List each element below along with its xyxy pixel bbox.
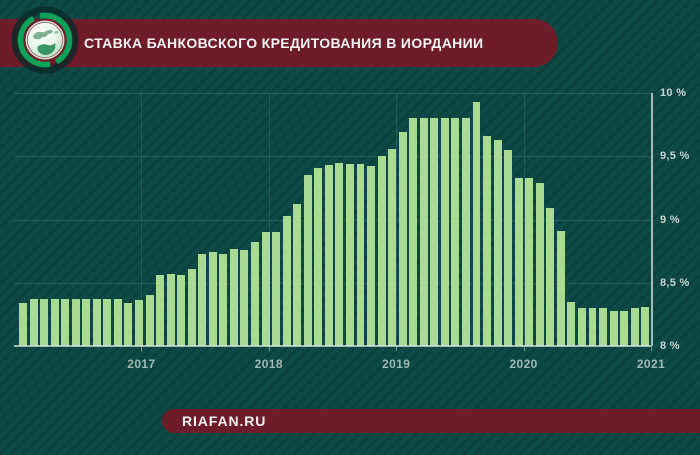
- gridline-v: [396, 93, 398, 346]
- bar-chart: 10 % 9,5 % 9 % 8,5 % 8 % 2017 2018 2019 2020 202…: [14, 87, 689, 371]
- header-banner: СТАВКА БАНКОВСКОГО КРЕДИТОВАНИЯ В ИОРДАН…: [0, 19, 558, 67]
- bar: [388, 148, 397, 346]
- x-tick-mark: [651, 346, 652, 351]
- bar: [40, 299, 49, 346]
- bar: [198, 253, 207, 346]
- bar: [324, 165, 333, 346]
- bar: [504, 149, 513, 346]
- bar: [356, 163, 365, 346]
- bar: [440, 118, 449, 346]
- bar: [103, 299, 112, 346]
- bar: [430, 118, 439, 346]
- bar: [525, 177, 534, 346]
- bar: [293, 204, 302, 346]
- bar: [461, 118, 470, 346]
- bar: [367, 166, 375, 346]
- bar: [219, 253, 228, 346]
- bar: [472, 101, 481, 346]
- x-tick-label: 2017: [127, 357, 156, 371]
- y-tick-label: 10 %: [660, 87, 687, 99]
- bar: [303, 175, 312, 346]
- bar: [251, 242, 259, 346]
- bar: [641, 306, 650, 346]
- bar: [630, 308, 639, 346]
- bar: [493, 139, 502, 346]
- bar: [546, 208, 555, 346]
- bar: [166, 273, 175, 346]
- bar: [535, 182, 544, 346]
- riafan-logo: [11, 6, 79, 74]
- x-axis-line: [14, 345, 651, 347]
- bar: [483, 136, 492, 346]
- y-tick-label: 9,5 %: [660, 150, 690, 163]
- bar: [113, 299, 122, 346]
- x-tick-label: 2018: [254, 357, 283, 371]
- bar: [229, 248, 238, 346]
- bar: [145, 295, 154, 346]
- bar: [261, 232, 270, 346]
- gridline-v: [523, 93, 525, 346]
- x-tick-mark: [396, 346, 398, 351]
- bar: [82, 299, 91, 346]
- x-tick-label: 2019: [382, 357, 411, 371]
- bar: [61, 299, 70, 346]
- bars: [14, 93, 651, 346]
- bar: [419, 118, 428, 346]
- y-tick-label: 8 %: [660, 340, 680, 352]
- x-tick-mark: [268, 346, 270, 351]
- globe-icon: [11, 6, 79, 74]
- bar: [240, 249, 249, 346]
- y-tick-label: 9 %: [660, 213, 680, 226]
- bar: [156, 275, 165, 346]
- gridline-v: [268, 93, 270, 346]
- bar: [577, 308, 586, 346]
- bar: [272, 232, 281, 346]
- bar: [409, 118, 418, 346]
- x-tick-mark: [141, 346, 143, 351]
- page-title: СТАВКА БАНКОВСКОГО КРЕДИТОВАНИЯ В ИОРДАН…: [84, 35, 484, 51]
- x-tick-mark: [523, 346, 525, 351]
- footer-banner: RIAFAN.RU: [162, 409, 700, 433]
- bar: [599, 308, 608, 346]
- bar: [71, 299, 80, 346]
- site-label: RIAFAN.RU: [182, 413, 267, 429]
- bar: [187, 268, 196, 346]
- bar: [345, 163, 354, 346]
- y-axis-line: [651, 93, 653, 346]
- bar: [282, 215, 291, 346]
- bar: [451, 118, 460, 346]
- y-tick-label: 8,5 %: [660, 276, 690, 289]
- bar: [50, 299, 59, 346]
- bar: [620, 310, 629, 346]
- bar: [398, 132, 407, 346]
- bar: [208, 252, 217, 346]
- bar: [177, 275, 186, 346]
- bar: [514, 177, 523, 346]
- x-tick-label: 2020: [509, 357, 538, 371]
- bar: [29, 299, 38, 346]
- bar: [19, 303, 27, 346]
- bar: [588, 308, 597, 346]
- bar: [92, 299, 101, 346]
- x-tick-label: 2021: [636, 357, 666, 371]
- bar: [556, 230, 565, 346]
- bar: [609, 310, 618, 346]
- bar: [335, 162, 344, 346]
- bar: [377, 156, 386, 346]
- gridline-v: [141, 93, 143, 346]
- bar: [135, 300, 143, 346]
- gridline-h: [14, 156, 651, 158]
- bar: [124, 303, 133, 346]
- bar: [567, 301, 576, 346]
- gridline-h: [14, 93, 651, 94]
- bar: [314, 167, 323, 346]
